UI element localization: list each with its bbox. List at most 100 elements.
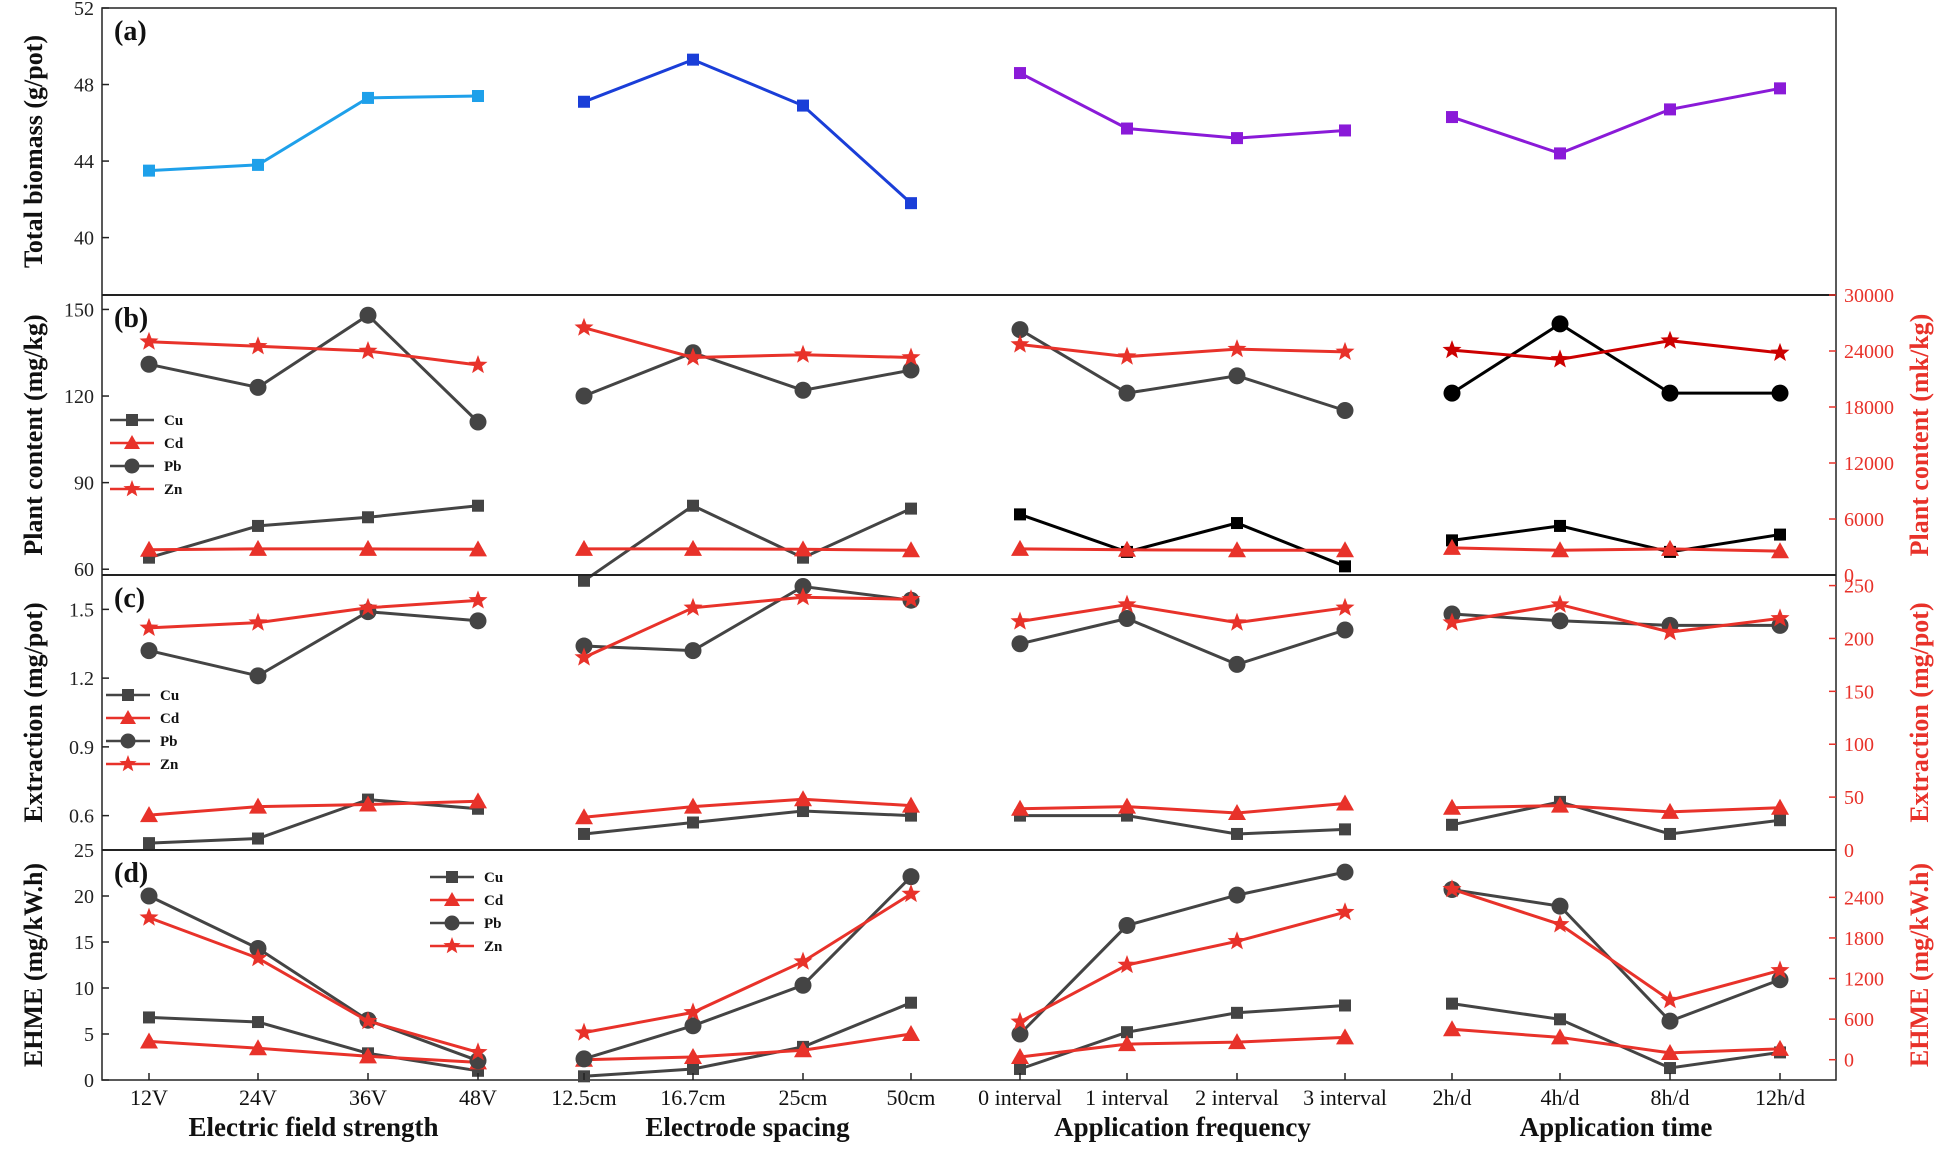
data-point	[687, 1062, 699, 1075]
y-right-tick-label: 0	[1844, 565, 1854, 587]
data-point	[1661, 1043, 1679, 1060]
data-point	[140, 1032, 158, 1049]
series-line	[583, 1032, 912, 1062]
data-point	[794, 577, 812, 595]
data-point	[1660, 622, 1680, 641]
data-point	[469, 612, 487, 630]
data-point	[1011, 539, 1029, 556]
y-tick-label: 44	[74, 151, 94, 173]
y-tick-label: 90	[74, 473, 94, 495]
series-line	[148, 1015, 479, 1073]
legend: Cu Cd Pb Zn	[110, 413, 184, 498]
legend-label: Zn	[160, 757, 179, 773]
x-axis: 12V 24V 36V 48V Electric field strength 12.5c…	[130, 1073, 1805, 1142]
data-point	[248, 612, 268, 631]
series-line	[1019, 910, 1346, 1024]
data-point	[1228, 803, 1246, 820]
series-line	[148, 1039, 479, 1064]
data-point	[684, 642, 702, 660]
y-right-tick-label: 1800	[1844, 928, 1884, 950]
series-line	[1451, 524, 1781, 554]
data-point	[1335, 341, 1355, 360]
data-point	[1014, 508, 1026, 521]
series-line	[1451, 339, 1781, 361]
data-point	[1336, 863, 1354, 881]
data-point	[905, 996, 917, 1009]
data-point	[1551, 541, 1569, 558]
series-line	[148, 598, 479, 630]
data-point	[1770, 960, 1790, 979]
data-point	[1551, 796, 1569, 813]
legend-marker	[444, 892, 460, 906]
data-point	[684, 1048, 702, 1064]
data-point	[359, 306, 377, 324]
x-tick-label: 12V	[130, 1085, 168, 1110]
data-point	[794, 540, 812, 557]
data-point	[797, 99, 809, 112]
data-point	[248, 948, 268, 967]
series-line	[1019, 603, 1346, 625]
y-right-tick-label: 18000	[1844, 397, 1894, 419]
data-point	[1551, 612, 1569, 630]
data-point	[1010, 334, 1030, 353]
y-right-tick-label: 150	[1844, 681, 1874, 703]
series-line	[1019, 343, 1346, 359]
data-point	[1550, 594, 1570, 613]
x-tick-label: 12h/d	[1755, 1085, 1805, 1110]
series-line	[1019, 802, 1346, 815]
y-right-tick-label: 30000	[1844, 285, 1894, 307]
series-line	[148, 547, 479, 552]
data-point	[1551, 897, 1569, 915]
panel-a: 40 44 48 52 (a) Total biomass (g/pot)	[19, 0, 1786, 268]
y-right-tick-label: 600	[1844, 1009, 1874, 1031]
y-axis-label-right: EHME (mg/kW.h)	[1905, 863, 1934, 1067]
data-point	[139, 617, 159, 636]
data-point	[1335, 902, 1355, 921]
data-point	[468, 1042, 488, 1061]
y-right-tick-label: 2400	[1844, 887, 1884, 909]
series-pb	[140, 306, 1789, 431]
data-point	[574, 647, 594, 666]
series-line	[148, 916, 479, 1054]
data-point	[1774, 82, 1786, 95]
data-point	[901, 884, 921, 903]
data-point	[687, 816, 699, 829]
data-point	[575, 1050, 593, 1068]
data-point	[249, 667, 267, 685]
series-line	[584, 547, 912, 552]
data-point	[469, 792, 487, 809]
series-line	[583, 584, 912, 653]
legend-marker	[120, 710, 136, 724]
data-point	[1446, 111, 1458, 124]
data-point	[358, 1011, 378, 1030]
data-point	[468, 355, 488, 374]
y-tick-label: 48	[74, 75, 94, 97]
data-point	[1336, 1028, 1354, 1045]
data-point	[468, 590, 488, 609]
data-point	[1118, 1035, 1136, 1052]
data-point	[1554, 147, 1566, 160]
x-tick-label: 48V	[459, 1085, 497, 1110]
series-line	[148, 313, 480, 424]
legend-label: Zn	[484, 939, 503, 955]
series-line	[1018, 870, 1346, 1036]
y-right-tick-label: 100	[1844, 734, 1874, 756]
y-tick-label: 0	[84, 1070, 94, 1092]
series-line	[1451, 1002, 1781, 1070]
data-point	[358, 341, 378, 360]
data-point	[1121, 122, 1133, 135]
y-right-tick-label: 1200	[1844, 969, 1884, 991]
data-point	[1336, 621, 1354, 639]
legend-label: Cu	[164, 413, 183, 429]
y-tick-label: 150	[64, 299, 94, 321]
data-point	[905, 809, 917, 822]
series-line	[1451, 322, 1780, 395]
data-point	[1443, 384, 1461, 402]
data-point	[1664, 1062, 1676, 1075]
x-tick-label: 36V	[349, 1085, 387, 1110]
y-right-tick-label: 12000	[1844, 453, 1894, 475]
data-point	[1550, 914, 1570, 933]
data-point	[794, 381, 812, 399]
data-point	[1661, 384, 1679, 402]
data-point	[1336, 541, 1354, 558]
